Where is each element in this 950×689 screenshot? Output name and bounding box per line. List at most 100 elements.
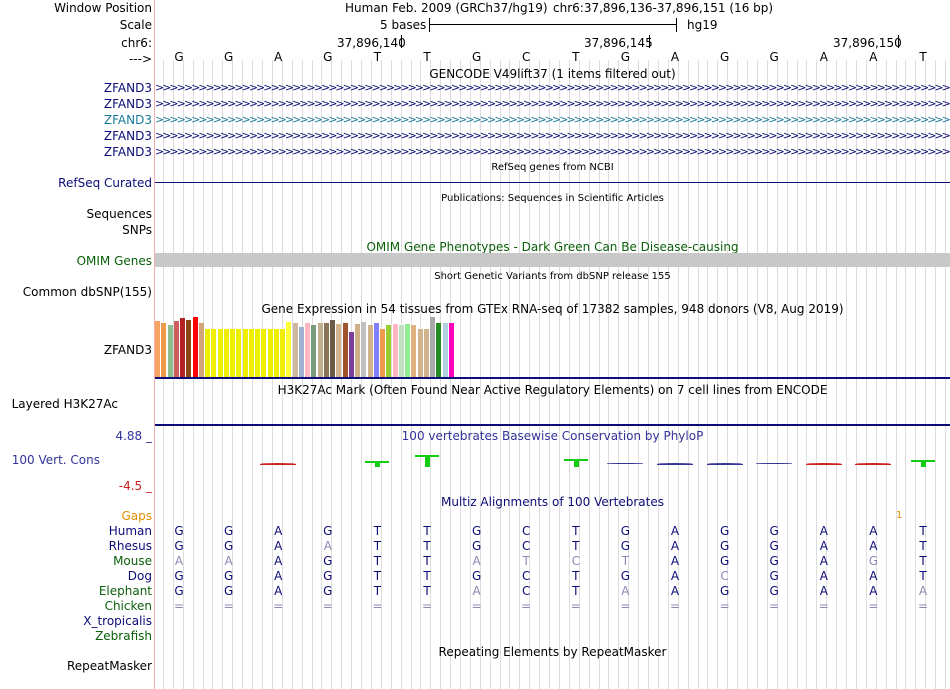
gtex-tissue-bar[interactable]: [280, 329, 285, 377]
gtex-tissue-bar[interactable]: [230, 329, 235, 377]
gtex-tissue-bar[interactable]: [318, 323, 323, 377]
gtex-tissue-bar[interactable]: [443, 323, 448, 377]
gtex-tissue-bar[interactable]: [261, 329, 266, 377]
gtex-tissue-bar[interactable]: [218, 329, 223, 377]
gencode-item-label[interactable]: ZFAND3: [103, 97, 152, 111]
gtex-tissue-bar[interactable]: [343, 323, 348, 377]
snps-track-label[interactable]: SNPs: [122, 223, 152, 237]
phylop-score-mark: [805, 463, 842, 465]
publications-track-label[interactable]: Sequences: [86, 207, 152, 221]
species-label[interactable]: Human: [108, 524, 152, 538]
gencode-item-label[interactable]: ZFAND3: [103, 81, 152, 95]
gtex-tissue-bar[interactable]: [411, 325, 416, 377]
gridline: [559, 60, 560, 689]
species-label[interactable]: Chicken: [104, 599, 152, 613]
gridline: [549, 60, 550, 689]
gtex-tissue-bar[interactable]: [168, 325, 173, 377]
species-label[interactable]: Mouse: [113, 554, 152, 568]
gridline: [490, 60, 491, 689]
gtex-tissue-bar[interactable]: [399, 325, 404, 377]
gtex-tissue-bar[interactable]: [193, 317, 198, 377]
gtex-tissue-bar[interactable]: [430, 317, 435, 377]
alignment-base: =: [719, 599, 730, 613]
species-label[interactable]: Elephant: [98, 584, 152, 598]
h3k27ac-track-label[interactable]: Layered H3K27Ac: [11, 397, 118, 411]
alignment-base: G: [223, 524, 234, 538]
gtex-tissue-bar[interactable]: [299, 327, 304, 377]
gtex-tissue-bar[interactable]: [155, 321, 160, 377]
omim-gene-bar[interactable]: [155, 253, 950, 267]
gtex-tissue-bar[interactable]: [243, 329, 248, 377]
gtex-tissue-bar[interactable]: [268, 329, 273, 377]
gtex-tissue-bar[interactable]: [186, 320, 191, 377]
gencode-item-label[interactable]: ZFAND3: [103, 113, 152, 127]
gtex-tissue-bar[interactable]: [224, 329, 229, 377]
gtex-tissue-bar[interactable]: [274, 329, 279, 377]
gtex-tissue-bar[interactable]: [418, 329, 423, 377]
repeatmasker-track-label[interactable]: RepeatMasker: [66, 659, 152, 673]
alignment-base: =: [769, 599, 780, 613]
refseq-gene-line[interactable]: [155, 182, 950, 183]
dbsnp-track-label[interactable]: Common dbSNP(155): [22, 285, 152, 299]
gencode-transcript[interactable]: >>>>>>>>>>>>>>>>>>>>>>>>>>>>>>>>>>>>>>>>…: [155, 130, 950, 142]
alignment-base: A: [274, 524, 283, 538]
gtex-tissue-bar[interactable]: [336, 324, 341, 377]
gtex-tissue-bar[interactable]: [255, 329, 260, 377]
gencode-transcript[interactable]: >>>>>>>>>>>>>>>>>>>>>>>>>>>>>>>>>>>>>>>>…: [155, 98, 950, 110]
gtex-tissue-bar[interactable]: [449, 323, 454, 377]
gtex-tissue-bar[interactable]: [311, 325, 316, 377]
phylop-score-stem: [573, 459, 579, 467]
track-image-area[interactable]: Human Feb. 2009 (GRCh37/hg19) chr6:37,89…: [155, 0, 950, 689]
gtex-tissue-bar[interactable]: [436, 323, 441, 377]
gtex-tissue-bar[interactable]: [211, 329, 216, 377]
gridline: [688, 60, 689, 689]
refseq-track-label[interactable]: RefSeq Curated: [58, 176, 152, 190]
gtex-tissue-bar[interactable]: [405, 324, 410, 377]
sequence-base: T: [423, 50, 431, 64]
omim-track-label[interactable]: OMIM Genes: [76, 254, 152, 268]
alignment-base: G: [620, 569, 631, 583]
gtex-tissue-bar[interactable]: [393, 324, 398, 377]
phylop-track-label[interactable]: 100 Vert. Cons: [11, 453, 100, 467]
alignment-base: T: [423, 524, 431, 538]
gtex-tissue-bar[interactable]: [174, 321, 179, 377]
gtex-tissue-bar[interactable]: [249, 329, 254, 377]
species-label[interactable]: X_tropicalis: [83, 614, 152, 628]
gtex-tissue-bar[interactable]: [286, 322, 291, 377]
alignment-base: =: [471, 599, 482, 613]
gencode-item-label[interactable]: ZFAND3: [103, 145, 152, 159]
gridline: [797, 60, 798, 689]
gtex-tissue-bar[interactable]: [361, 322, 366, 377]
gtex-tissue-bar[interactable]: [205, 329, 210, 377]
alignment-base: T: [373, 554, 382, 568]
gtex-tissue-bar[interactable]: [330, 320, 335, 377]
gtex-tissue-bar[interactable]: [349, 332, 354, 377]
gtex-tissue-bar[interactable]: [424, 329, 429, 377]
gtex-tissue-bar[interactable]: [386, 325, 391, 377]
sequence-base: G: [323, 50, 333, 64]
gtex-tissue-bar[interactable]: [380, 329, 385, 377]
gtex-tissue-bar[interactable]: [368, 325, 373, 377]
gencode-transcript[interactable]: >>>>>>>>>>>>>>>>>>>>>>>>>>>>>>>>>>>>>>>>…: [155, 82, 950, 94]
gtex-tissue-bar[interactable]: [355, 324, 360, 377]
gencode-item-label[interactable]: ZFAND3: [103, 129, 152, 143]
gtex-tissue-bar[interactable]: [305, 323, 310, 377]
alignment-base: T: [522, 554, 530, 568]
species-label[interactable]: Rhesus: [108, 539, 152, 553]
gtex-tissue-bar[interactable]: [293, 323, 298, 377]
gtex-tissue-bar[interactable]: [199, 323, 204, 377]
alignment-base: G: [719, 539, 730, 553]
gtex-tissue-bar[interactable]: [374, 323, 379, 377]
phylop-score-mark: [657, 463, 693, 465]
gtex-tissue-bar[interactable]: [236, 329, 241, 377]
species-label[interactable]: Zebrafish: [95, 629, 152, 643]
gtex-tissue-bar[interactable]: [324, 323, 329, 377]
phylop-max-label: 4.88 _: [115, 429, 152, 443]
species-label[interactable]: Dog: [127, 569, 152, 583]
gtex-track-label[interactable]: ZFAND3: [103, 343, 152, 357]
gencode-transcript[interactable]: >>>>>>>>>>>>>>>>>>>>>>>>>>>>>>>>>>>>>>>>…: [155, 146, 950, 158]
gencode-transcript[interactable]: >>>>>>>>>>>>>>>>>>>>>>>>>>>>>>>>>>>>>>>>…: [155, 114, 950, 126]
alignment-base: =: [273, 599, 284, 613]
gtex-tissue-bar[interactable]: [161, 323, 166, 377]
gtex-tissue-bar[interactable]: [180, 318, 185, 377]
